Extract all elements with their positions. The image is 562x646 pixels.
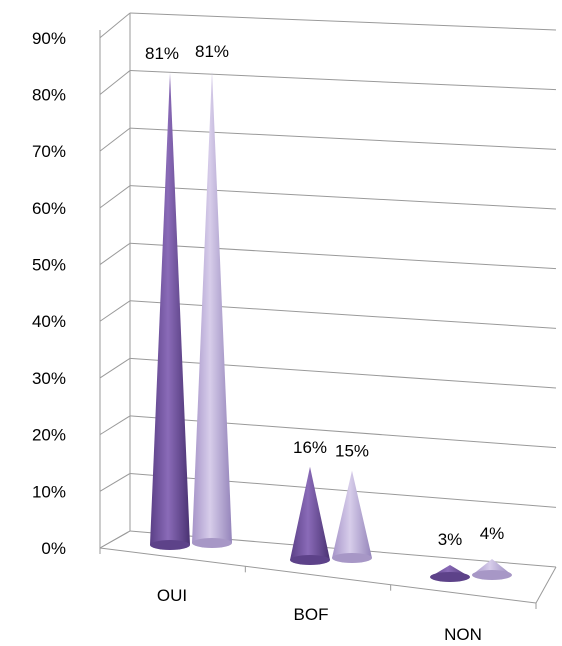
gridline-connector [99,300,131,322]
cone-mark [472,559,512,580]
y-tick-label: 30% [32,369,66,388]
gridline-connector [99,70,131,95]
gridline [129,242,557,270]
axes [99,13,557,609]
data-label: 15% [335,442,369,461]
category-labels: OUI BOF NON [157,586,482,644]
gridline-connector [99,185,131,209]
y-tick-label: 60% [32,199,66,218]
data-label: 4% [480,524,505,543]
y-tick-label: 50% [32,256,66,275]
data-label: 81% [145,44,179,63]
y-tick-label: 20% [32,426,66,445]
cone-mark [290,466,330,565]
gridline-connector [99,242,131,265]
data-label: 16% [293,438,327,457]
cone-mark [332,470,372,563]
category-label: NON [444,625,482,644]
category-label: BOF [294,605,329,624]
gridline-connector [99,473,131,492]
cones [150,71,512,582]
y-tick-label: 10% [32,482,66,501]
cone-mark [192,71,232,548]
y-tick-label: 70% [32,142,66,161]
gridline [129,357,557,389]
axis-line [99,530,131,549]
cone-mark [430,565,470,582]
y-axis-tick-labels: 0% 10% 20% 30% 40% 50% 60% 70% 80% 90% [32,29,66,558]
gridline [129,127,557,150]
gridline-connector [99,415,131,436]
gridline-connector [99,12,131,39]
gridline [129,70,557,91]
gridline [129,12,557,31]
gridline-connector [99,127,131,152]
y-tick-label: 40% [32,312,66,331]
axis-line [99,547,537,604]
gridlines [99,12,557,568]
y-tick-label: 80% [32,85,66,104]
gridline-connector [99,357,131,379]
cone-mark [150,73,190,550]
y-tick-label: 90% [32,29,66,48]
category-label: OUI [157,586,187,605]
y-tick-label: 0% [41,539,66,558]
data-label: 81% [195,42,229,61]
gridline [129,300,557,329]
data-label: 3% [438,530,463,549]
gridline [129,185,557,210]
data-labels: 81% 16% 3% 81% 15% 4% [145,42,504,549]
axis-line [535,566,557,604]
